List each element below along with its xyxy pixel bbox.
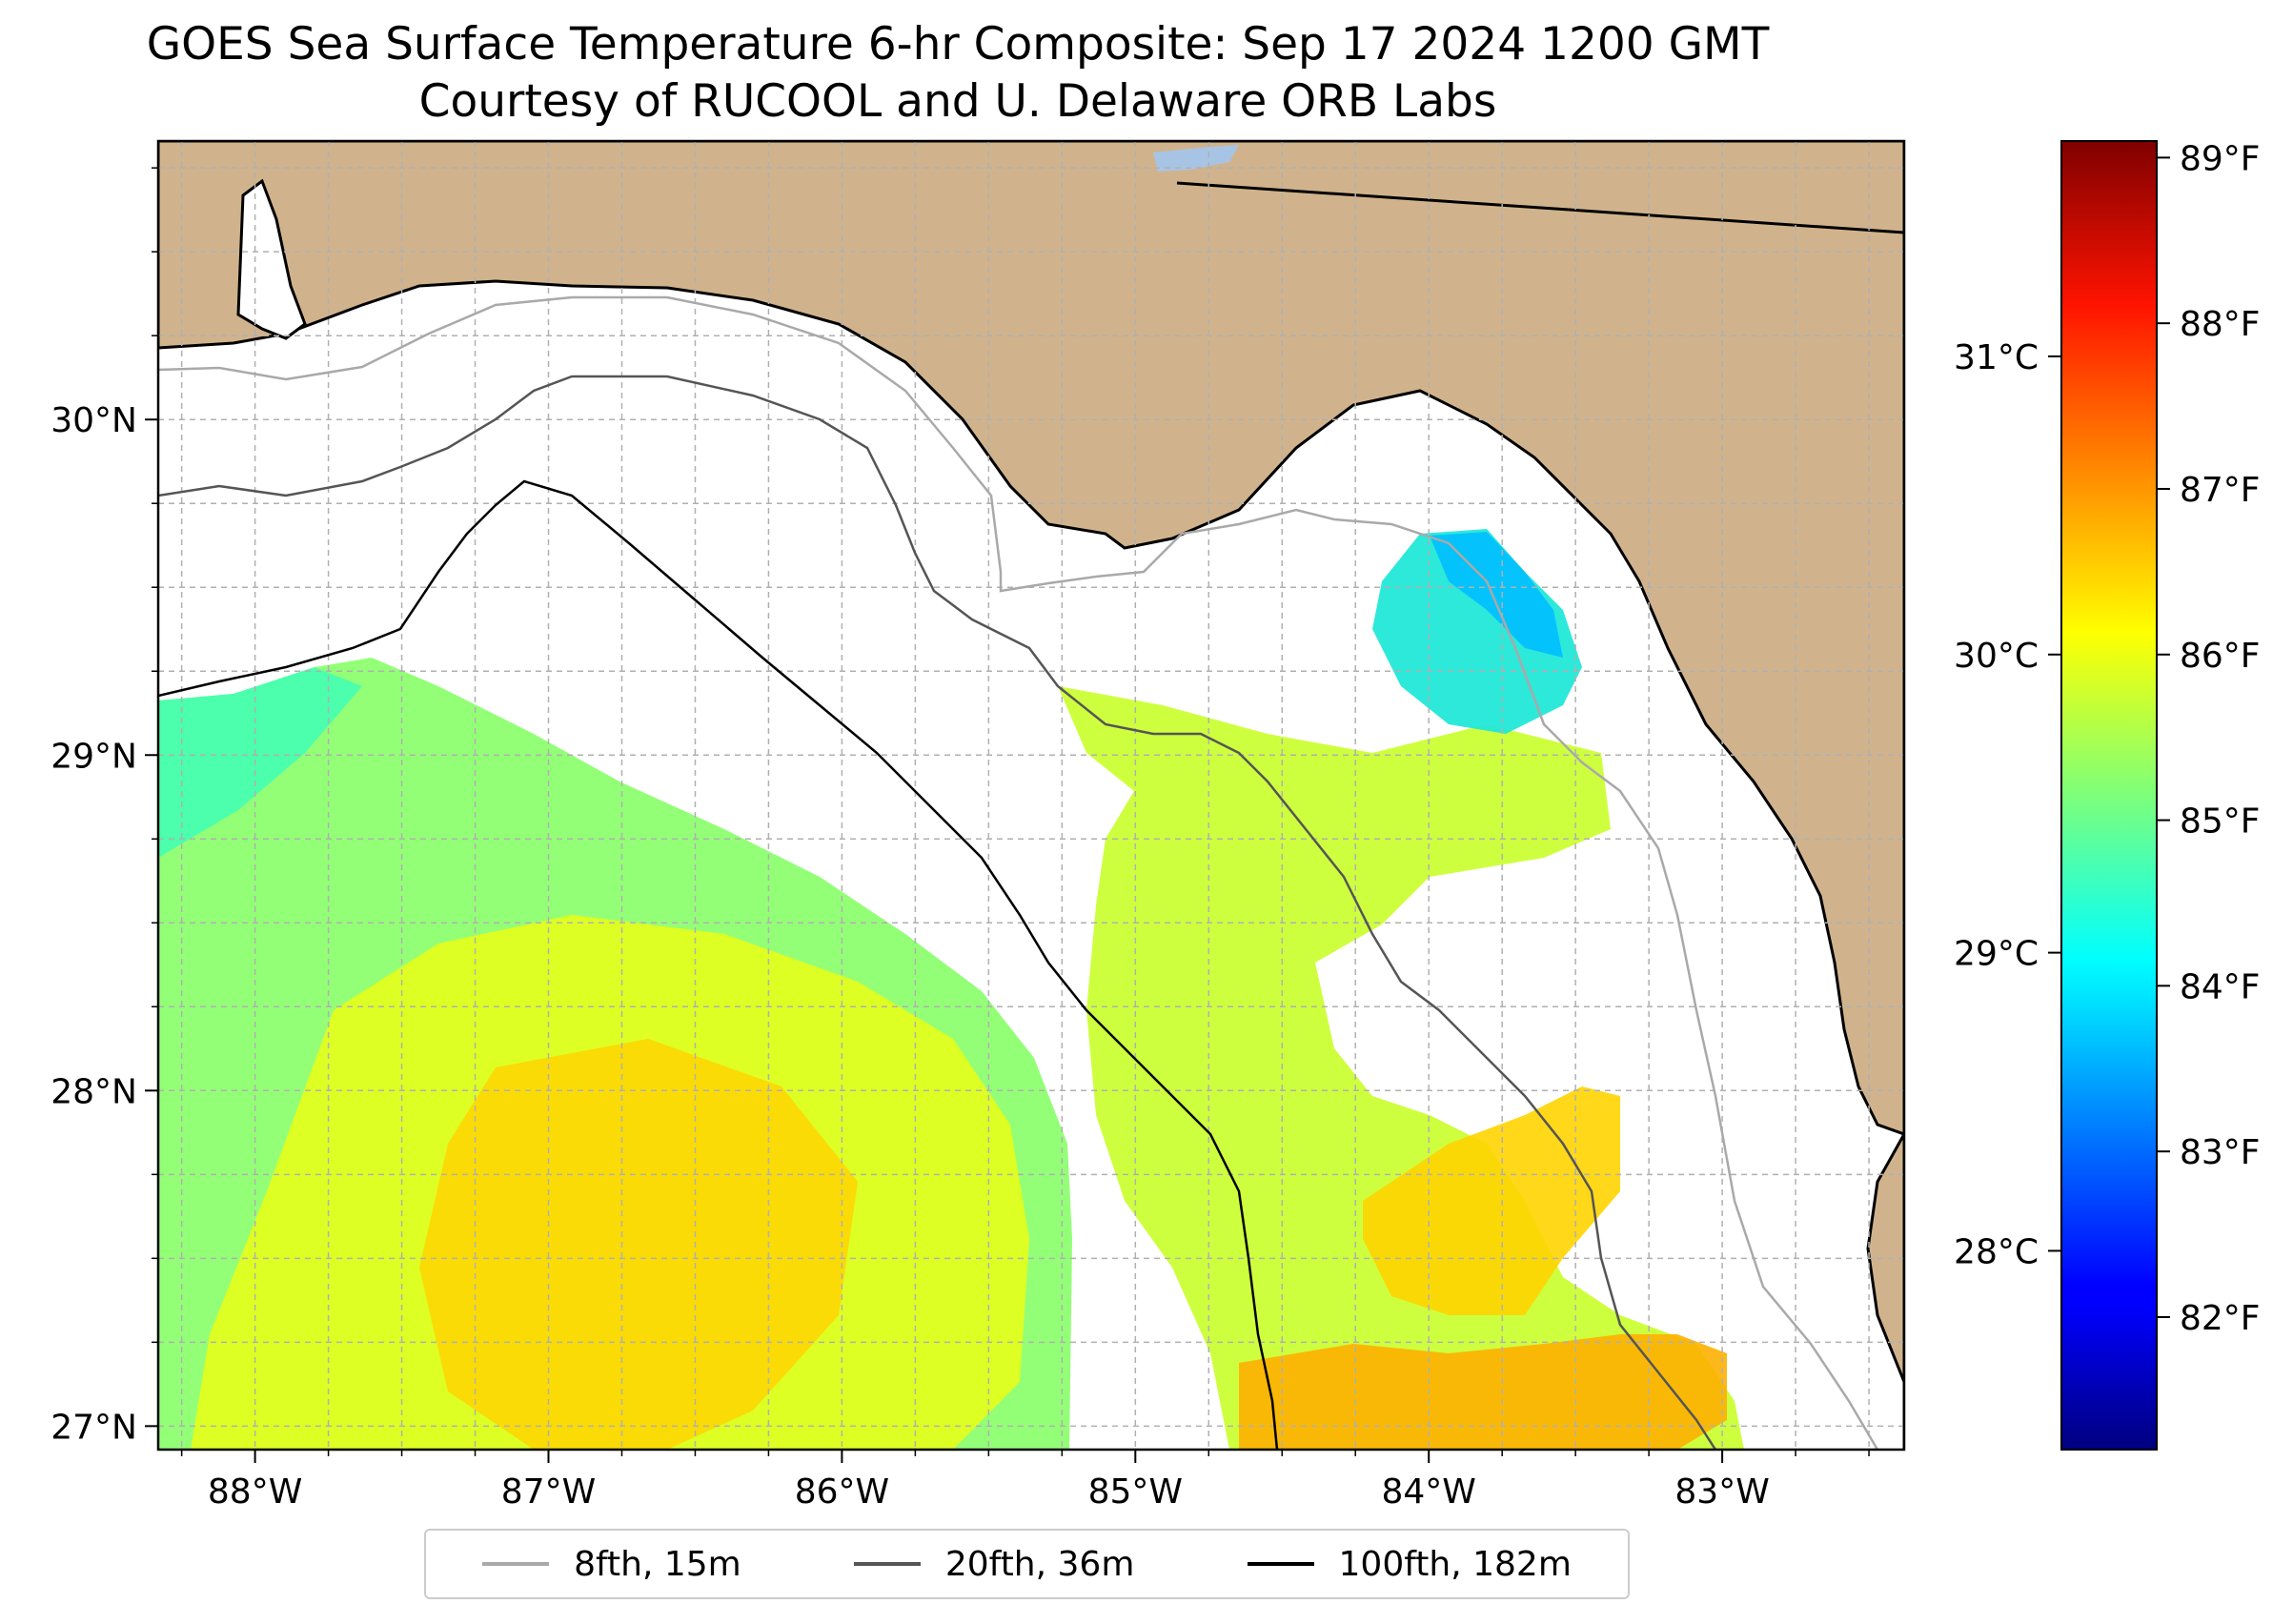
- sst-field: [158, 529, 1744, 1450]
- colorbar-f-label: 83°F: [2180, 1133, 2261, 1172]
- legend-item-20fth: 20fth, 36m: [853, 1544, 1135, 1584]
- sst-patch-center-hot: [419, 1039, 858, 1450]
- legend-label-100fth: 100fth, 182m: [1338, 1544, 1572, 1584]
- colorbar-f-label: 89°F: [2180, 139, 2261, 178]
- colorbar-f-label: 86°F: [2180, 637, 2261, 676]
- sst-patch-west-coolband: [158, 667, 362, 858]
- isobath-100fth: [158, 479, 1279, 1450]
- legend-swatch-8fth: [482, 1562, 550, 1566]
- isobath-8fth: [158, 295, 1879, 1450]
- lon-tick-label: 87°W: [501, 1472, 596, 1512]
- lon-tick-label: 85°W: [1088, 1472, 1183, 1512]
- lon-tick-label: 83°W: [1674, 1472, 1769, 1512]
- colorbar-f-label: 87°F: [2180, 471, 2261, 510]
- lat-tick-label: 30°N: [51, 401, 137, 440]
- axes: 88°W 87°W 86°W 85°W 84°W 83°W 27°N 28°N 29°N 30°N: [51, 167, 1870, 1512]
- colorbar-f-label: 82°F: [2180, 1299, 2261, 1338]
- gridlines: [158, 141, 1904, 1450]
- isobath-20fth: [158, 375, 1717, 1450]
- map-title: GOES Sea Surface Temperature 6-hr Compos…: [146, 18, 1770, 71]
- isobath-legend: 8fth, 15m 20fth, 36m 100fth, 182m: [424, 1529, 1630, 1599]
- lon-tick-label: 86°W: [795, 1472, 889, 1512]
- state-border: [1176, 181, 1904, 234]
- legend-swatch-20fth: [853, 1562, 921, 1566]
- lat-tick-label: 29°N: [51, 737, 137, 776]
- legend-label-20fth: 20fth, 36m: [944, 1544, 1135, 1584]
- legend-item-100fth: 100fth, 182m: [1247, 1544, 1572, 1584]
- lake-seminole: [1153, 145, 1239, 172]
- colorbar-c-label: 31°C: [1954, 338, 2039, 377]
- lat-tick-label: 28°N: [51, 1072, 137, 1111]
- legend-item-8fth: 8fth, 15m: [482, 1545, 741, 1584]
- colorbar-c-label: 30°C: [1954, 637, 2039, 676]
- lon-tick-label: 88°W: [208, 1472, 302, 1512]
- sst-patch-south-east-warm: [1239, 1334, 1727, 1450]
- map-subtitle: Courtesy of RUCOOL and U. Delaware ORB L…: [418, 75, 1497, 128]
- colorbar-axes: 82°F 83°F 84°F 85°F 86°F 87°F 88°F 89°F 28°C 29°C…: [1954, 139, 2260, 1338]
- land-southwest-florida: [1866, 1130, 1904, 1450]
- sst-patch-apalachee-cold: [1430, 532, 1563, 658]
- colorbar-f-label: 85°F: [2180, 802, 2261, 842]
- colorbar-f-label: 88°F: [2180, 305, 2261, 344]
- colorbar: [2060, 140, 2158, 1451]
- legend-label-8fth: 8fth, 15m: [574, 1544, 741, 1584]
- colorbar-c-label: 29°C: [1954, 935, 2039, 974]
- land-northern-gulf-coast: [158, 141, 1904, 1136]
- colorbar-f-label: 84°F: [2180, 967, 2261, 1006]
- lat-tick-label: 27°N: [51, 1408, 137, 1447]
- legend-swatch-100fth: [1247, 1562, 1314, 1566]
- colorbar-c-label: 28°C: [1954, 1232, 2039, 1271]
- lon-tick-label: 84°W: [1382, 1472, 1476, 1512]
- plot-frame: [156, 139, 1906, 1451]
